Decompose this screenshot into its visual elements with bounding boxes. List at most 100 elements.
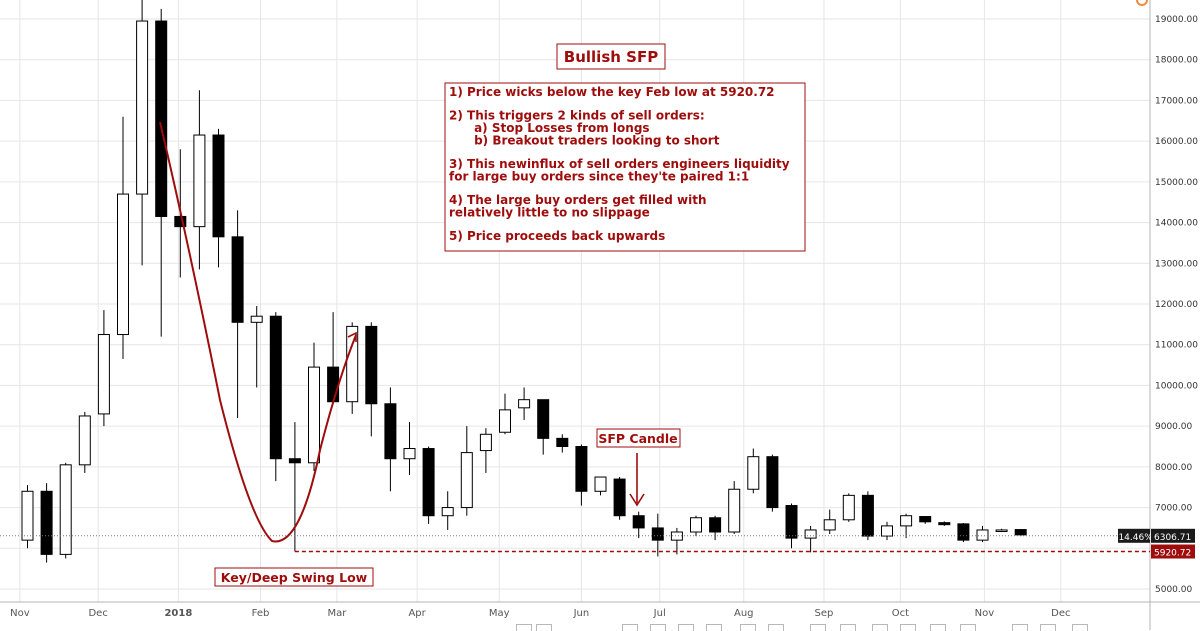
candle-body bbox=[117, 193, 129, 336]
candle-body bbox=[422, 448, 435, 517]
candle-body bbox=[861, 494, 874, 537]
y-tick-label: 14000.00 bbox=[1155, 219, 1198, 229]
toolbar-icon-12[interactable] bbox=[900, 624, 916, 631]
x-tick-label: Oct bbox=[892, 608, 909, 619]
y-tick-label: 5000.00 bbox=[1155, 585, 1192, 595]
explanation-line: relatively little to no slippage bbox=[449, 206, 650, 220]
sfp-arrow-down-icon bbox=[629, 493, 645, 507]
candle-body bbox=[785, 505, 798, 539]
y-tick-label: 12000.00 bbox=[1155, 300, 1198, 310]
change-tag: -14.46% bbox=[1115, 533, 1153, 543]
x-tick-label: Feb bbox=[252, 608, 270, 619]
candle-body bbox=[938, 522, 951, 526]
toolbar-icon-13[interactable] bbox=[930, 624, 946, 631]
explanation-line: 1) Price wicks below the key Feb low at … bbox=[449, 85, 775, 99]
toolbar-icon-17[interactable] bbox=[1072, 624, 1088, 631]
candle-bullish bbox=[594, 476, 607, 496]
candle-bearish bbox=[785, 503, 798, 549]
explanation-steps: 1) Price wicks below the key Feb low at … bbox=[449, 85, 790, 243]
candle-body bbox=[59, 464, 72, 555]
candle-body bbox=[250, 315, 263, 323]
toolbar-icon-5[interactable] bbox=[678, 624, 694, 631]
candle-bullish bbox=[346, 322, 359, 414]
y-tick-label: 13000.00 bbox=[1155, 259, 1198, 269]
bowl-curve-annotation bbox=[159, 121, 357, 543]
toolbar-icon-15[interactable] bbox=[1012, 624, 1028, 631]
toolbar-icon-3[interactable] bbox=[622, 624, 638, 631]
candle-bearish bbox=[365, 322, 378, 437]
explanation-line: 4) The large buy orders get filled with bbox=[449, 193, 707, 207]
toolbar-icon-9[interactable] bbox=[810, 624, 826, 631]
curve-arrowhead-icon bbox=[347, 331, 357, 342]
candle-body bbox=[690, 517, 702, 533]
candle-bullish bbox=[842, 493, 855, 522]
candle-body bbox=[709, 517, 722, 533]
candle-body bbox=[632, 515, 645, 529]
y-tick-label: 10000.00 bbox=[1155, 381, 1198, 391]
candle-bearish bbox=[422, 446, 435, 524]
x-tick-label: Jun bbox=[573, 608, 590, 619]
candle-bullish bbox=[479, 428, 492, 473]
candle-body bbox=[518, 399, 531, 409]
toolbar-icon-8[interactable] bbox=[768, 624, 784, 631]
toolbar-icon-14[interactable] bbox=[960, 624, 976, 631]
candle-bullish bbox=[193, 90, 206, 270]
explanation-box bbox=[444, 82, 806, 252]
y-tick-label: 17000.00 bbox=[1155, 96, 1198, 106]
x-tick-label: Dec bbox=[88, 608, 107, 619]
candle-bullish bbox=[728, 481, 741, 535]
candle-body bbox=[613, 478, 626, 517]
candle-bearish bbox=[269, 312, 282, 482]
candle-bullish bbox=[670, 527, 683, 555]
candle-body bbox=[384, 403, 397, 460]
bottom-toolbar bbox=[500, 622, 1100, 631]
candle-bullish bbox=[499, 393, 511, 435]
candle-bullish bbox=[900, 513, 913, 539]
candle-body bbox=[21, 490, 34, 541]
explanation-line: a) Stop Losses from longs bbox=[449, 121, 650, 135]
candle-body bbox=[193, 134, 206, 228]
candle-bullish bbox=[804, 525, 817, 553]
toolbar-icon-2[interactable] bbox=[536, 624, 552, 631]
y-tick-label: 16000.00 bbox=[1155, 137, 1198, 147]
candle-body bbox=[995, 529, 1008, 532]
candle-bullish bbox=[97, 310, 110, 427]
toolbar-icon-10[interactable] bbox=[840, 624, 856, 631]
alert-indicator-icon[interactable] bbox=[1136, 0, 1148, 6]
candle-bearish bbox=[537, 399, 550, 455]
toolbar-icon-7[interactable] bbox=[740, 624, 756, 631]
y-tick-label: 8000.00 bbox=[1155, 463, 1192, 473]
last-price-tag-bg bbox=[1151, 528, 1195, 543]
candle-body bbox=[670, 531, 683, 541]
explanation-line: for large buy orders since they'te paire… bbox=[449, 170, 749, 184]
candle-body bbox=[1014, 529, 1027, 536]
candle-bullish bbox=[690, 515, 702, 537]
candle-body bbox=[174, 215, 187, 228]
toolbar-icon-6[interactable] bbox=[706, 624, 722, 631]
candle-bullish bbox=[250, 306, 263, 388]
toolbar-icon-1[interactable] bbox=[516, 624, 532, 631]
toolbar-icon-16[interactable] bbox=[1040, 624, 1056, 631]
candle-body bbox=[78, 415, 91, 466]
candle-body bbox=[327, 366, 340, 403]
change-tag-bg bbox=[1118, 528, 1150, 543]
explanation-line: 3) This newinflux of sell orders enginee… bbox=[449, 157, 790, 171]
candlesticks bbox=[21, 0, 1027, 563]
toolbar-icon-4[interactable] bbox=[650, 624, 666, 631]
candle-body bbox=[575, 446, 588, 492]
toolbar-icon-11[interactable] bbox=[872, 624, 888, 631]
chart-title: Bullish SFP bbox=[564, 48, 658, 66]
swing-low-label-box bbox=[214, 567, 374, 587]
candle-bearish bbox=[288, 422, 301, 552]
candle-bearish bbox=[651, 513, 664, 557]
annotations: Bullish SFP 1) Price wicks below the key… bbox=[159, 43, 806, 587]
candle-body bbox=[957, 523, 970, 541]
x-tick-label: May bbox=[489, 608, 510, 619]
key-level-tag-bg bbox=[1151, 544, 1195, 559]
explanation-line: b) Breakout traders looking to short bbox=[449, 134, 720, 148]
candle-body bbox=[499, 409, 511, 433]
key-level-tag: 5920.72 bbox=[1154, 549, 1191, 559]
candle-bearish bbox=[919, 516, 932, 524]
candle-bearish bbox=[957, 523, 970, 543]
candle-bearish bbox=[766, 454, 779, 512]
